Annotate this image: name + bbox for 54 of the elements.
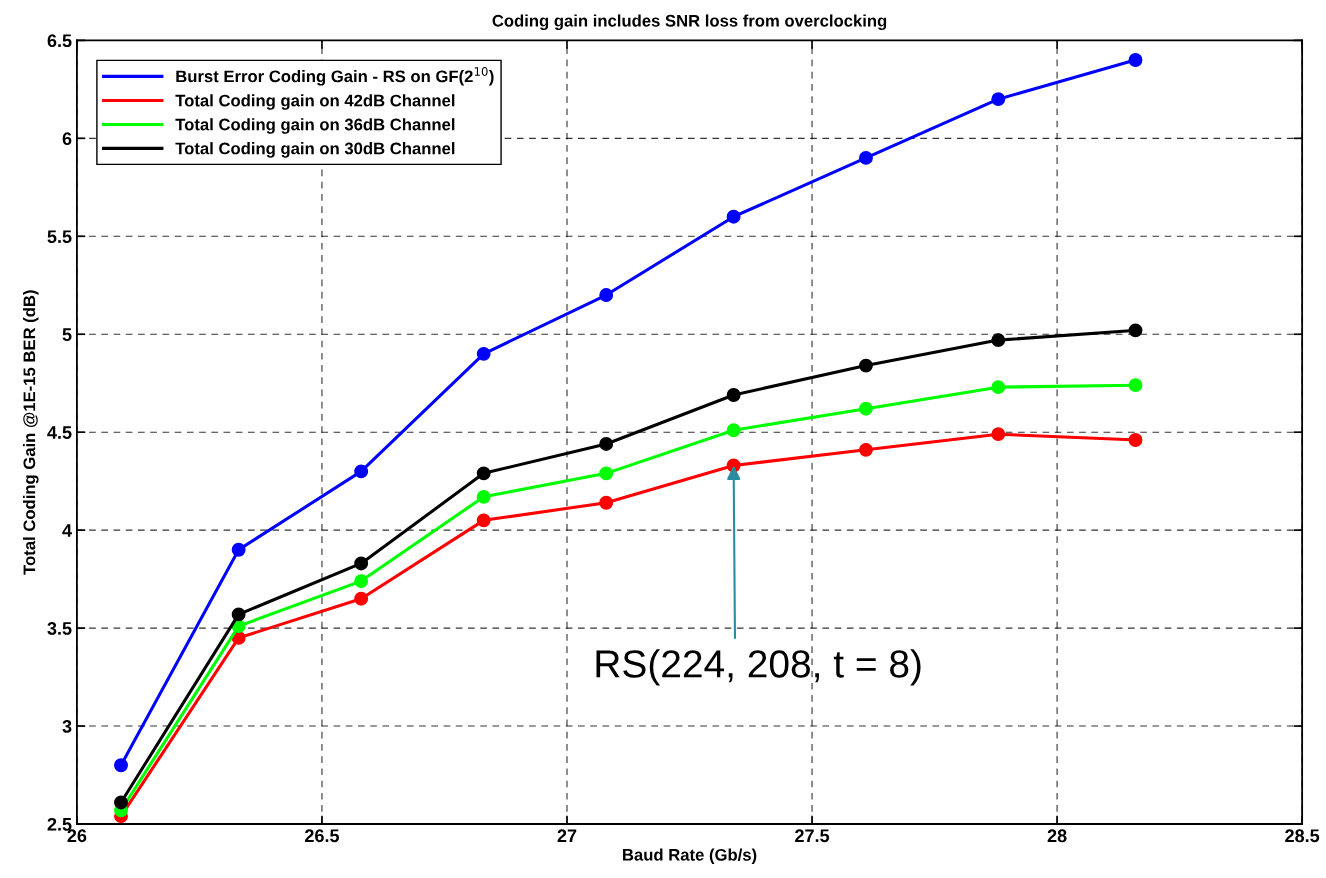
point	[1128, 433, 1143, 447]
point	[1128, 323, 1143, 338]
point	[726, 388, 741, 402]
point	[599, 495, 614, 510]
point	[354, 591, 369, 606]
point	[859, 401, 873, 416]
chart-title: Coding gain includes SNR loss from overclocking	[492, 14, 887, 31]
x-tick-label: 28.5	[1285, 829, 1320, 843]
y-axis-title: Total Coding Gain @1E-15 BER (dB)	[23, 290, 39, 575]
y-tick-label: 3.5	[47, 622, 72, 635]
point	[991, 380, 1006, 395]
point	[231, 542, 246, 557]
y-tick-label: 2.5	[47, 817, 72, 831]
point	[859, 358, 873, 373]
legend-label: Total Coding gain on 30dB Channel	[175, 142, 455, 158]
point	[354, 464, 369, 479]
point	[991, 92, 1006, 107]
point	[354, 556, 369, 571]
point	[114, 795, 128, 810]
x-tick-label: 26	[67, 829, 87, 843]
point	[1128, 378, 1143, 393]
legend-label: Total Coding gain on 42dB Channel	[175, 94, 455, 110]
x-tick-label: 26.5	[305, 829, 340, 843]
point	[599, 437, 614, 451]
point	[859, 442, 873, 457]
x-tick-label: 27.5	[795, 829, 830, 843]
point	[476, 466, 491, 481]
point	[859, 150, 873, 165]
point	[476, 346, 491, 361]
y-tick-label: 6.5	[47, 34, 72, 48]
x-tick-label: 27	[557, 829, 577, 842]
point	[991, 427, 1006, 442]
point	[354, 574, 369, 589]
point	[231, 607, 246, 622]
x-tick-label: 28	[1047, 829, 1067, 843]
y-tick-label: 6	[62, 132, 72, 146]
point	[476, 513, 491, 528]
x-axis-title: Baud Rate (Gb/s)	[623, 848, 757, 865]
point	[726, 423, 741, 438]
point	[599, 288, 614, 303]
point	[991, 333, 1006, 348]
point	[599, 466, 614, 481]
y-tick-label: 4.5	[47, 426, 72, 439]
point	[476, 489, 491, 504]
point	[114, 758, 128, 773]
point	[1128, 53, 1143, 67]
legend-label: Total Coding gain on 36dB Channel	[175, 118, 455, 134]
y-tick-label: 5.5	[47, 230, 72, 244]
y-tick-label: 3	[62, 719, 72, 733]
point	[726, 209, 741, 224]
legend-label: Burst Error Coding Gain - RS on GF(2$^{10}$)	[176, 67, 494, 86]
annotation: RS(224, 208, t = 8)	[596, 649, 921, 686]
y-tick-label: 4	[62, 524, 72, 537]
y-tick-label: 5	[62, 328, 72, 341]
